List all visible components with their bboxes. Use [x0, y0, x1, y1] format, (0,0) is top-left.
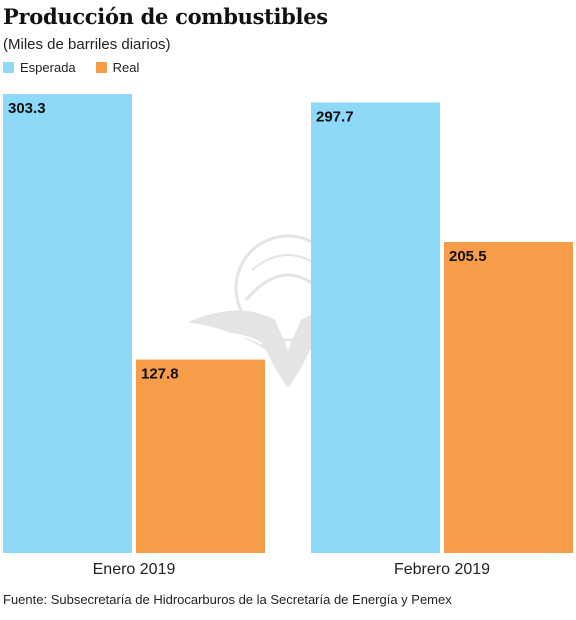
- legend-label-real: Real: [112, 60, 140, 75]
- value-label-esperada-2: 297.7: [316, 108, 354, 125]
- bar-real-2: [444, 242, 573, 554]
- chart-title: Producción de combustibles: [3, 4, 328, 29]
- bar-real-1: [136, 359, 265, 553]
- legend-swatch-real: [95, 62, 107, 73]
- bar-esperada-1: [3, 94, 132, 553]
- category-labels-layer: Enero 2019 Febrero 2019: [93, 561, 491, 578]
- source-note: Fuente: Subsecretaría de Hidrocarburos d…: [3, 592, 452, 607]
- bar-esperada-2: [311, 102, 440, 553]
- category-label-1: Enero 2019: [93, 561, 176, 578]
- chart-subtitle: (Miles de barriles diarios): [3, 36, 171, 53]
- value-label-real-1: 127.8: [141, 366, 179, 383]
- legend-item-real: Real: [95, 60, 140, 75]
- legend-swatch-esperada: [3, 62, 14, 73]
- legend-label-esperada: Esperada: [20, 60, 76, 75]
- legend-item-esperada: Esperada: [3, 60, 76, 75]
- bars-layer: [3, 94, 573, 554]
- value-label-esperada-1: 303.3: [8, 100, 46, 117]
- legend: Esperada Real: [3, 60, 159, 75]
- value-labels-layer: 303.3 127.8 297.7 205.5: [8, 100, 487, 383]
- category-label-2: Febrero 2019: [394, 561, 490, 578]
- value-label-real-2: 205.5: [449, 248, 487, 265]
